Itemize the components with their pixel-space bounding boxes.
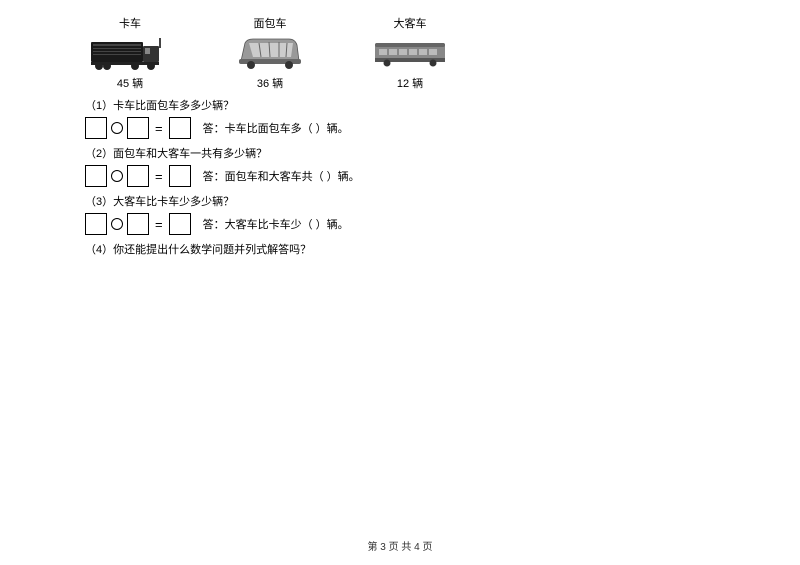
truck-image [90,35,170,73]
vehicle-van: 面包车 36 辆 [225,15,315,91]
input-box[interactable] [127,117,149,139]
bus-count: 12 辆 [397,75,423,91]
result-box[interactable] [169,165,191,187]
equals-sign: = [153,169,165,184]
input-box[interactable] [85,165,107,187]
page-footer: 第 3 页 共 4 页 [0,538,800,553]
input-box[interactable] [127,213,149,235]
input-box[interactable] [127,165,149,187]
van-count: 36 辆 [257,75,283,91]
question-4: （4）你还能提出什么数学问题并列式解答吗？ [85,241,800,257]
answer-2: 答：面包车和大客车共（ ）辆。 [203,168,360,184]
vehicle-truck: 卡车 45 辆 [85,15,175,91]
vehicle-bus: 大客车 12 辆 [365,15,455,91]
equation-3: = 答：大客车比卡车少（ ）辆。 [85,213,800,235]
van-image [230,35,310,73]
input-box[interactable] [85,117,107,139]
equals-sign: = [153,217,165,232]
bus-image [370,35,450,73]
result-box[interactable] [169,213,191,235]
input-box[interactable] [85,213,107,235]
truck-count: 45 辆 [117,75,143,91]
question-3: （3）大客车比卡车少多少辆？ [85,193,800,209]
question-1: （1）卡车比面包车多多少辆？ [85,97,800,113]
operator-circle[interactable] [111,218,123,230]
result-box[interactable] [169,117,191,139]
truck-label: 卡车 [119,15,141,31]
answer-3: 答：大客车比卡车少（ ）辆。 [203,216,349,232]
vehicles-row: 卡车 45 辆 面包车 [85,15,800,91]
operator-circle[interactable] [111,170,123,182]
bus-label: 大客车 [394,15,427,31]
answer-1: 答：卡车比面包车多（ ）辆。 [203,120,349,136]
van-label: 面包车 [254,15,287,31]
operator-circle[interactable] [111,122,123,134]
equation-1: = 答：卡车比面包车多（ ）辆。 [85,117,800,139]
question-2: （2）面包车和大客车一共有多少辆？ [85,145,800,161]
equation-2: = 答：面包车和大客车共（ ）辆。 [85,165,800,187]
equals-sign: = [153,121,165,136]
